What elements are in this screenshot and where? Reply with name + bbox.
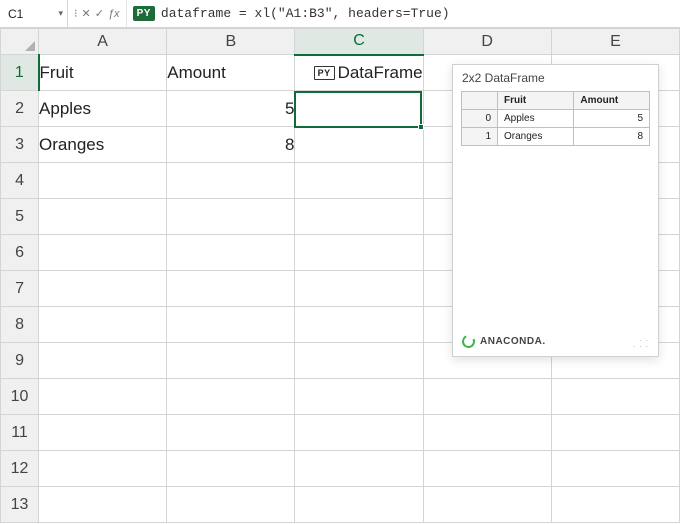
- row-header[interactable]: 7: [1, 271, 39, 307]
- preview-index-head: [462, 92, 498, 110]
- cell[interactable]: [295, 487, 423, 523]
- formula-bar: C1 ▾ ⁝ ✕ ✓ ƒx PY dataframe = xl("A1:B3",…: [0, 0, 680, 28]
- preview-footer: ANACONDA. . .. . .: [453, 327, 658, 356]
- resize-grip-icon[interactable]: . .. . .: [633, 336, 649, 348]
- divider-icon: ⁝: [74, 7, 78, 20]
- chevron-down-icon[interactable]: ▾: [58, 8, 63, 19]
- cell[interactable]: Fruit: [39, 55, 167, 91]
- row-header[interactable]: 12: [1, 451, 39, 487]
- cell[interactable]: [39, 451, 167, 487]
- cell[interactable]: [295, 235, 423, 271]
- cell-text: DataFrame: [338, 63, 423, 83]
- cell[interactable]: 8: [167, 127, 295, 163]
- preview-title: 2x2 DataFrame: [453, 65, 658, 89]
- anaconda-brand: ANACONDA.: [462, 335, 546, 348]
- cell[interactable]: [423, 415, 551, 451]
- cell[interactable]: [167, 271, 295, 307]
- cell[interactable]: [39, 235, 167, 271]
- cell[interactable]: [551, 379, 679, 415]
- column-header[interactable]: A: [39, 29, 167, 55]
- cell[interactable]: [423, 379, 551, 415]
- select-all-corner[interactable]: [1, 29, 39, 55]
- row-header[interactable]: 11: [1, 415, 39, 451]
- cell[interactable]: [167, 379, 295, 415]
- cell[interactable]: Apples: [39, 91, 167, 127]
- cell[interactable]: [551, 451, 679, 487]
- cell[interactable]: [295, 271, 423, 307]
- column-header[interactable]: E: [551, 29, 679, 55]
- cell[interactable]: [295, 199, 423, 235]
- preview-table: Fruit Amount 0 Apples 5 1 Oranges 8: [461, 91, 650, 146]
- cell[interactable]: [295, 451, 423, 487]
- preview-cell: 5: [574, 110, 650, 128]
- preview-col-head: Fruit: [498, 92, 574, 110]
- preview-cell: 8: [574, 128, 650, 146]
- preview-cell: Apples: [498, 110, 574, 128]
- formula-bar-icons: ⁝ ✕ ✓ ƒx: [68, 0, 127, 27]
- cell[interactable]: [39, 199, 167, 235]
- cell[interactable]: [39, 487, 167, 523]
- cell[interactable]: Oranges: [39, 127, 167, 163]
- row-header[interactable]: 3: [1, 127, 39, 163]
- column-header[interactable]: B: [167, 29, 295, 55]
- row-header[interactable]: 4: [1, 163, 39, 199]
- row-header[interactable]: 6: [1, 235, 39, 271]
- cell[interactable]: 5: [167, 91, 295, 127]
- cell[interactable]: [167, 343, 295, 379]
- cell[interactable]: [295, 343, 423, 379]
- row-header[interactable]: 1: [1, 55, 39, 91]
- anaconda-ring-icon: [460, 333, 477, 350]
- cell[interactable]: [39, 271, 167, 307]
- python-badge: PY: [133, 6, 155, 21]
- cell[interactable]: [39, 415, 167, 451]
- cell[interactable]: [167, 199, 295, 235]
- cell[interactable]: [423, 487, 551, 523]
- cell[interactable]: Amount: [167, 55, 295, 91]
- row-header[interactable]: 2: [1, 91, 39, 127]
- cell[interactable]: [167, 415, 295, 451]
- cell[interactable]: [167, 487, 295, 523]
- row-header[interactable]: 13: [1, 487, 39, 523]
- dataframe-preview-card: 2x2 DataFrame Fruit Amount 0 Apples 5 1 …: [452, 64, 659, 357]
- column-header[interactable]: D: [423, 29, 551, 55]
- cell[interactable]: [295, 415, 423, 451]
- preview-col-head: Amount: [574, 92, 650, 110]
- row-header[interactable]: 5: [1, 199, 39, 235]
- cell[interactable]: [295, 163, 423, 199]
- column-header[interactable]: C: [295, 29, 423, 55]
- cell[interactable]: [295, 307, 423, 343]
- cell[interactable]: [39, 379, 167, 415]
- accept-icon[interactable]: ✓: [95, 7, 104, 20]
- cell[interactable]: [167, 163, 295, 199]
- fx-icon[interactable]: ƒx: [108, 8, 120, 20]
- formula-input[interactable]: dataframe = xl("A1:B3", headers=True): [161, 6, 450, 21]
- cell[interactable]: [167, 235, 295, 271]
- row-header[interactable]: 10: [1, 379, 39, 415]
- cell[interactable]: [423, 451, 551, 487]
- cell[interactable]: [295, 91, 423, 127]
- name-box[interactable]: C1 ▾: [0, 0, 68, 27]
- cell[interactable]: [295, 379, 423, 415]
- preview-row-idx: 0: [462, 110, 498, 128]
- preview-row-idx: 1: [462, 128, 498, 146]
- python-outline-badge: PY: [314, 66, 335, 80]
- cell[interactable]: [167, 307, 295, 343]
- preview-cell: Oranges: [498, 128, 574, 146]
- cell[interactable]: PYDataFrame: [295, 55, 423, 91]
- cell[interactable]: [295, 127, 423, 163]
- row-header[interactable]: 9: [1, 343, 39, 379]
- row-header[interactable]: 8: [1, 307, 39, 343]
- cancel-icon[interactable]: ✕: [82, 7, 91, 20]
- cell[interactable]: [39, 163, 167, 199]
- cell-reference: C1: [8, 7, 23, 21]
- cell[interactable]: [551, 415, 679, 451]
- cell[interactable]: [167, 451, 295, 487]
- cell[interactable]: [551, 487, 679, 523]
- cell[interactable]: [39, 307, 167, 343]
- cell[interactable]: [39, 343, 167, 379]
- anaconda-text: ANACONDA.: [480, 336, 546, 347]
